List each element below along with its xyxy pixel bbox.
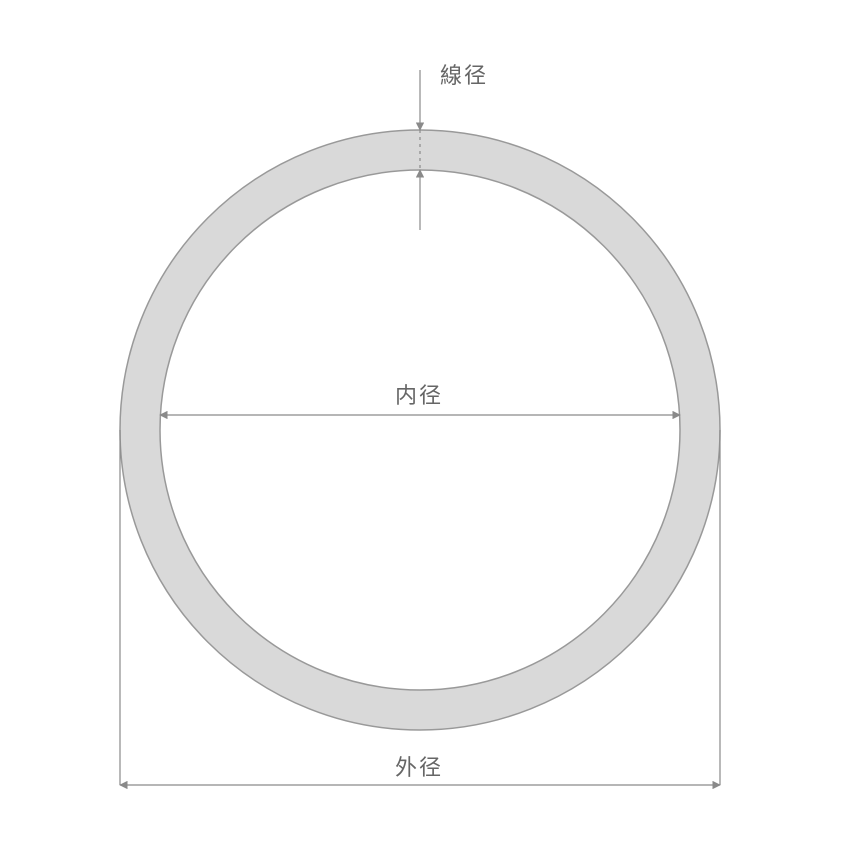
wire-diameter-label: 線径 bbox=[440, 58, 488, 90]
outer-diameter-label: 外径 bbox=[395, 750, 443, 782]
diagram-canvas: 線径 内径 外径 bbox=[0, 0, 850, 850]
inner-diameter-label: 内径 bbox=[395, 378, 443, 410]
ring-svg bbox=[0, 0, 850, 850]
